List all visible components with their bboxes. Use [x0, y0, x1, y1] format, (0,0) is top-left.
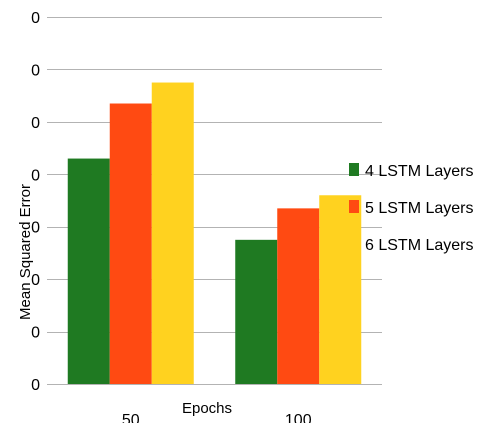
bar — [67, 158, 110, 384]
bar — [235, 239, 278, 384]
x-axis-label: Epochs — [182, 400, 232, 417]
legend-swatch — [349, 237, 359, 250]
x-tick-labels: 50 100 — [122, 412, 312, 423]
x-tick-label: 50 — [122, 412, 140, 423]
legend-swatch — [349, 200, 359, 213]
legend: 4 LSTM Layers 5 LSTM Layers 6 LSTM Layers — [349, 163, 473, 254]
y-tick-label: 0 — [31, 325, 40, 342]
legend-label: 4 LSTM Layers — [365, 163, 473, 180]
legend-label: 6 LSTM Layers — [365, 237, 473, 254]
bar — [109, 103, 152, 384]
y-tick-label: 0 — [31, 10, 40, 27]
y-tick-label: 0 — [31, 272, 40, 289]
y-tick-label: 0 — [31, 220, 40, 237]
y-tick-label: 0 — [31, 167, 40, 184]
y-tick-label: 0 — [31, 62, 40, 79]
bar — [151, 82, 194, 385]
legend-label: 5 LSTM Layers — [365, 200, 473, 217]
x-tick-label: 100 — [285, 412, 312, 423]
y-tick-label: 0 — [31, 377, 40, 394]
bar — [277, 208, 320, 384]
bar — [319, 195, 362, 384]
y-tick-label: 0 — [31, 115, 40, 132]
y-axis-label: Mean Squared Error — [17, 184, 34, 320]
y-tick-labels: 0 0 0 0 0 0 0 0 — [31, 10, 40, 394]
bars — [67, 82, 362, 385]
legend-swatch — [349, 163, 359, 176]
